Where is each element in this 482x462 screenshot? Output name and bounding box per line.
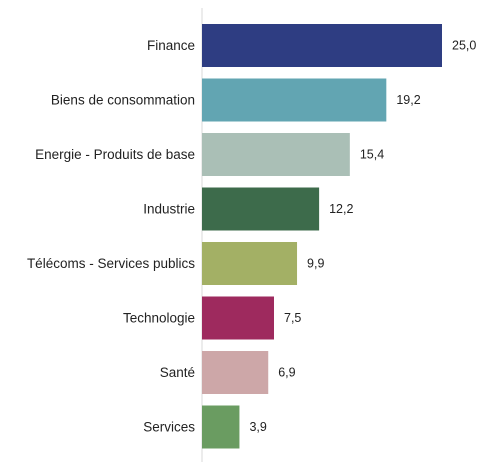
value-label: 9,9 — [307, 257, 324, 271]
value-label: 15,4 — [360, 148, 384, 162]
value-label: 7,5 — [284, 311, 301, 325]
category-label: Energie - Produits de base — [35, 147, 195, 162]
category-label: Finance — [147, 38, 195, 53]
category-label: Santé — [160, 365, 195, 380]
value-label: 19,2 — [396, 93, 420, 107]
bar-3 — [202, 133, 350, 176]
value-label: 3,9 — [249, 420, 266, 434]
category-label: Technologie — [123, 311, 195, 326]
bar-6 — [202, 296, 274, 340]
value-label: 25,0 — [452, 39, 476, 53]
category-label: Services — [143, 420, 195, 435]
bar-7 — [202, 351, 269, 394]
value-label: 6,9 — [278, 366, 295, 380]
category-label: Télécoms - Services publics — [27, 256, 195, 271]
bar-1 — [202, 24, 442, 67]
value-label: 12,2 — [329, 202, 353, 216]
bar-series: Finance 25,0 Biens de consommation 19,2 Ener… — [27, 24, 476, 449]
category-label: Industrie — [143, 202, 195, 217]
bar-8 — [202, 405, 240, 449]
bar-2 — [202, 78, 387, 122]
category-label: Biens de consommation — [51, 93, 195, 108]
bar-5 — [202, 242, 298, 285]
bar-4 — [202, 187, 320, 231]
